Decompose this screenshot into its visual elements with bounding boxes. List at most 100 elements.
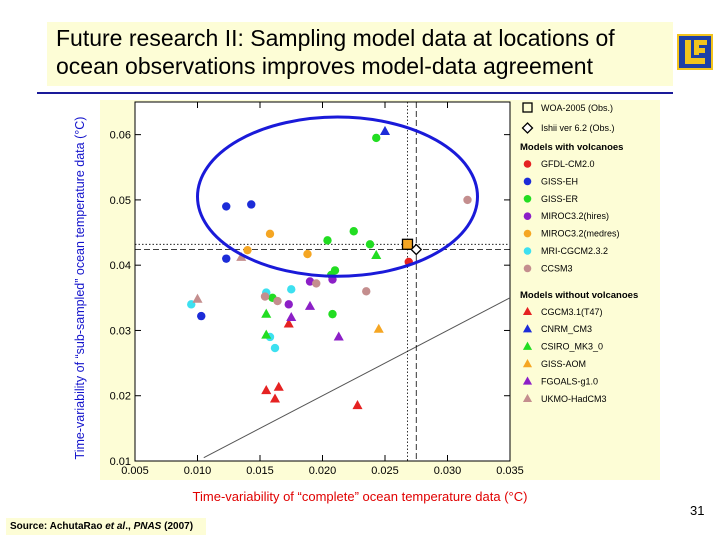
legend-label: CGCM3.1(T47) (541, 307, 603, 317)
data-point (373, 323, 384, 333)
legend-marker (522, 341, 533, 350)
slide-title-line-2: ocean observations improves model-data a… (56, 53, 593, 79)
data-point (222, 202, 231, 211)
source-mid: ., (125, 521, 134, 532)
data-point (261, 308, 272, 318)
x-tick-label: 0.015 (246, 465, 274, 477)
institution-logo-icon (677, 34, 713, 70)
legend-label: GFDL-CM2.0 (541, 159, 595, 169)
data-point (273, 381, 284, 391)
legend-label: MIROC3.2(medres) (541, 229, 620, 239)
legend-label: CNRM_CM3 (541, 324, 592, 334)
data-point (371, 249, 382, 259)
data-point (312, 279, 321, 288)
legend-label: Ishii ver 6.2 (Obs.) (541, 123, 615, 133)
data-point (273, 296, 282, 306)
title-divider (37, 92, 673, 94)
data-point (247, 200, 256, 209)
data-point (243, 245, 252, 255)
data-point (260, 292, 270, 301)
data-point (283, 318, 294, 328)
y-tick-label: 0.03 (110, 325, 131, 337)
legend-group-title: Models with volcanoes (520, 142, 623, 153)
data-point (284, 300, 293, 309)
source-year: (2007) (161, 521, 194, 532)
data-point (287, 285, 296, 294)
legend-marker (523, 177, 532, 186)
source-citation: Source: AchutaRao et al., PNAS (2007) (6, 518, 206, 535)
legend-marker (522, 376, 533, 385)
legend-label: GISS-ER (541, 194, 579, 204)
legend-label: CSIRO_MK3_0 (541, 342, 603, 352)
data-point (333, 331, 344, 341)
legend-label: UKMO-HadCM3 (541, 394, 607, 404)
data-point (463, 195, 472, 205)
data-point (349, 227, 358, 236)
legend-label: FGOALS-g1.0 (541, 376, 598, 386)
legend-marker (521, 122, 534, 134)
x-tick-label: 0.030 (434, 465, 462, 477)
obs-marker-ishii (410, 243, 423, 256)
data-point (265, 229, 275, 239)
data-point (379, 125, 391, 135)
data-point (365, 240, 375, 249)
source-journal: PNAS (133, 521, 162, 532)
slide-title-line-1: Future research II: Sampling model data … (56, 25, 615, 51)
y-tick-label: 0.06 (110, 130, 131, 142)
data-point (261, 385, 272, 395)
x-tick-label: 0.025 (371, 465, 399, 477)
highlight-ellipse (196, 115, 479, 278)
legend-label: GISS-AOM (541, 359, 586, 369)
legend-marker (523, 264, 532, 273)
y-axis-label: Time-variability of “sub-sampled” ocean … (73, 116, 87, 460)
source-et-al: et al (105, 521, 126, 532)
data-point (304, 300, 316, 310)
legend-label: CCSM3 (541, 263, 573, 273)
data-point (197, 311, 206, 321)
data-point (222, 254, 231, 263)
data-point (352, 400, 363, 410)
data-point (270, 343, 280, 353)
legend-marker (522, 102, 533, 113)
legend-label: MRI-CGCM2.3.2 (541, 246, 608, 256)
page-number: 31 (690, 503, 705, 518)
legend-marker (522, 324, 533, 333)
x-axis-label: Time-variability of “complete” ocean tem… (192, 489, 528, 504)
legend-label: MIROC3.2(hires) (541, 211, 609, 221)
x-tick-label: 0.010 (184, 465, 212, 477)
source-prefix: Source: AchutaRao (10, 521, 106, 532)
y-tick-label: 0.04 (110, 260, 131, 272)
x-tick-label: 0.005 (121, 465, 149, 477)
data-point (372, 133, 381, 143)
x-tick-label: 0.020 (309, 465, 337, 477)
data-point (236, 251, 247, 261)
legend-marker (522, 393, 533, 403)
legend-marker (523, 247, 532, 255)
data-point (269, 393, 281, 403)
scatter-chart: 0.005 0.010 0.015 0.020 0.025 0.030 0.035 0.01 0… (110, 101, 638, 477)
y-tick-label: 0.02 (110, 391, 131, 403)
legend-marker (522, 359, 533, 368)
y-tick-label: 0.05 (110, 195, 131, 207)
data-point (303, 249, 312, 259)
data-point (362, 287, 371, 296)
legend-marker (523, 160, 532, 168)
legend-label: WOA-2005 (Obs.) (541, 103, 613, 113)
legend-marker (523, 212, 532, 220)
data-point (328, 309, 337, 319)
legend-marker (523, 195, 532, 203)
legend-label: GISS-EH (541, 176, 578, 186)
data-point (286, 311, 297, 321)
chart-panel: 0.005 0.010 0.015 0.020 0.025 0.030 0.035 0.01 0… (100, 100, 660, 480)
data-point (192, 293, 203, 303)
plot-area (134, 101, 511, 462)
legend-marker (522, 306, 533, 316)
data-point (323, 236, 332, 245)
x-tick-label: 0.035 (496, 465, 524, 477)
data-point (261, 329, 272, 339)
obs-marker-woa (401, 238, 414, 250)
reference-line (203, 297, 511, 459)
legend-group-title: Models without volcanoes (520, 290, 638, 301)
title-box: Future research II: Sampling model data … (47, 22, 673, 86)
legend-marker (523, 229, 532, 238)
